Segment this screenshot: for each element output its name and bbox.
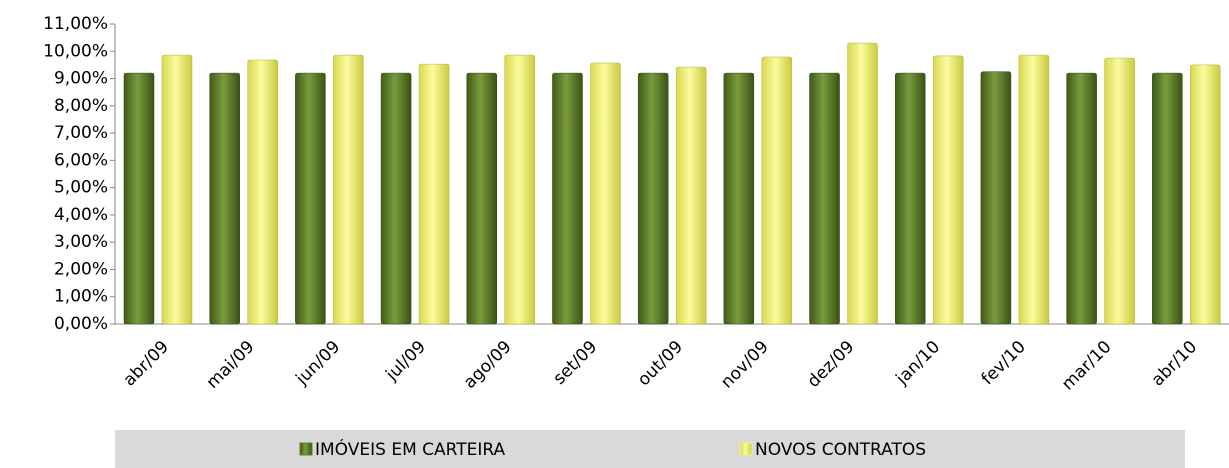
- y-tick-label: 9,00%: [54, 69, 108, 89]
- legend-swatch: [299, 442, 313, 456]
- y-tick-label: 11,00%: [43, 14, 108, 34]
- bar: [247, 59, 278, 325]
- bar: [504, 54, 536, 325]
- bar: [209, 72, 240, 325]
- x-tick-label: jul/09: [381, 337, 430, 386]
- legend-label: NOVOS CONTRATOS: [755, 440, 926, 460]
- bar: [980, 71, 1012, 325]
- x-tick-label: fev/10: [978, 337, 1030, 389]
- bar: [1190, 64, 1221, 325]
- bar: [552, 72, 583, 325]
- x-tick-label: jun/09: [292, 337, 345, 390]
- bar: [1104, 57, 1135, 325]
- bar: [894, 72, 926, 325]
- bar: [761, 56, 793, 325]
- x-tick-label: abr/09: [119, 337, 172, 390]
- x-tick-label: out/09: [634, 337, 687, 390]
- bar: [590, 62, 621, 325]
- bar: [932, 55, 964, 325]
- bar: [466, 72, 498, 325]
- y-tick-label: 3,00%: [54, 232, 108, 252]
- x-tick-label: mai/09: [203, 337, 259, 393]
- y-tick-label: 1,00%: [54, 287, 108, 307]
- x-tick-label: jan/10: [892, 337, 945, 390]
- bar: [675, 66, 707, 325]
- bar: [380, 72, 412, 325]
- x-tick-label: set/09: [550, 337, 602, 389]
- bar: [333, 54, 364, 325]
- bar: [161, 54, 193, 325]
- y-tick-label: 10,00%: [43, 41, 108, 61]
- x-tick-label: mar/10: [1058, 337, 1116, 395]
- y-tick-label: 4,00%: [54, 205, 108, 225]
- y-tick-label: 7,00%: [54, 123, 108, 143]
- bar: [809, 72, 840, 325]
- x-tick-label: ago/09: [460, 337, 516, 393]
- bar: [295, 72, 326, 325]
- y-tick-label: 2,00%: [54, 259, 108, 279]
- bar: [418, 63, 450, 325]
- bar: [847, 42, 878, 325]
- bar: [1018, 54, 1050, 325]
- y-tick-label: 5,00%: [54, 178, 108, 198]
- y-tick-label: 0,00%: [54, 314, 108, 334]
- legend-label: IMÓVEIS EM CARTEIRA: [315, 438, 505, 460]
- x-tick-label: abr/10: [1148, 337, 1201, 390]
- bar: [1066, 72, 1097, 325]
- bar: [123, 72, 155, 325]
- x-tick-label: dez/09: [804, 337, 859, 392]
- bar: [637, 72, 669, 325]
- x-tick-label: nov/09: [717, 337, 773, 393]
- bar: [723, 72, 755, 325]
- legend-swatch: [739, 442, 753, 456]
- y-tick-label: 6,00%: [54, 150, 108, 170]
- legend-box: [115, 430, 1185, 468]
- bar: [1152, 72, 1183, 325]
- y-tick-label: 8,00%: [54, 96, 108, 116]
